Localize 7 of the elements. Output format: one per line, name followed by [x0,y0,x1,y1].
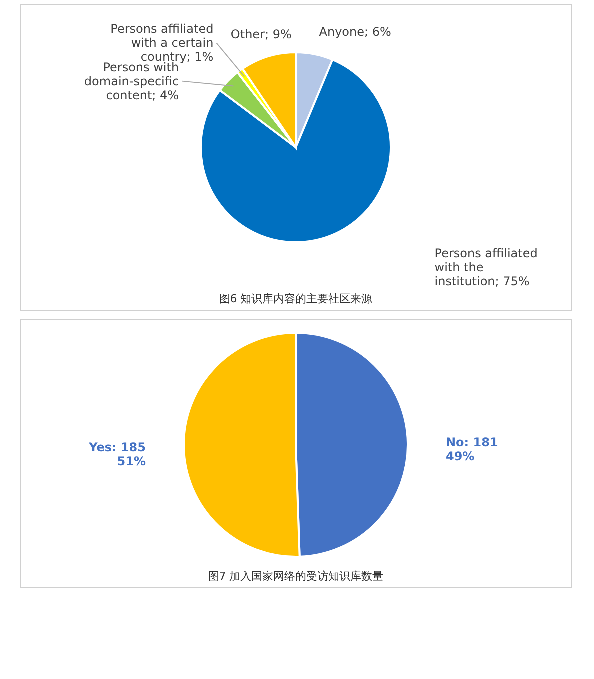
slice-label: Persons affiliated with the institution; 75% [434,246,538,289]
slice-label: Other; 9% [230,28,292,42]
slice-label: No: 181 49% [446,435,498,464]
slice-label: Anyone; 6% [319,24,392,39]
slice-label: Yes: 185 51% [88,440,146,469]
text: 图7 加入国家网络的受访知识库数量 [208,570,384,583]
text: 图6 知识库内容的主要社区来源 [219,292,373,306]
